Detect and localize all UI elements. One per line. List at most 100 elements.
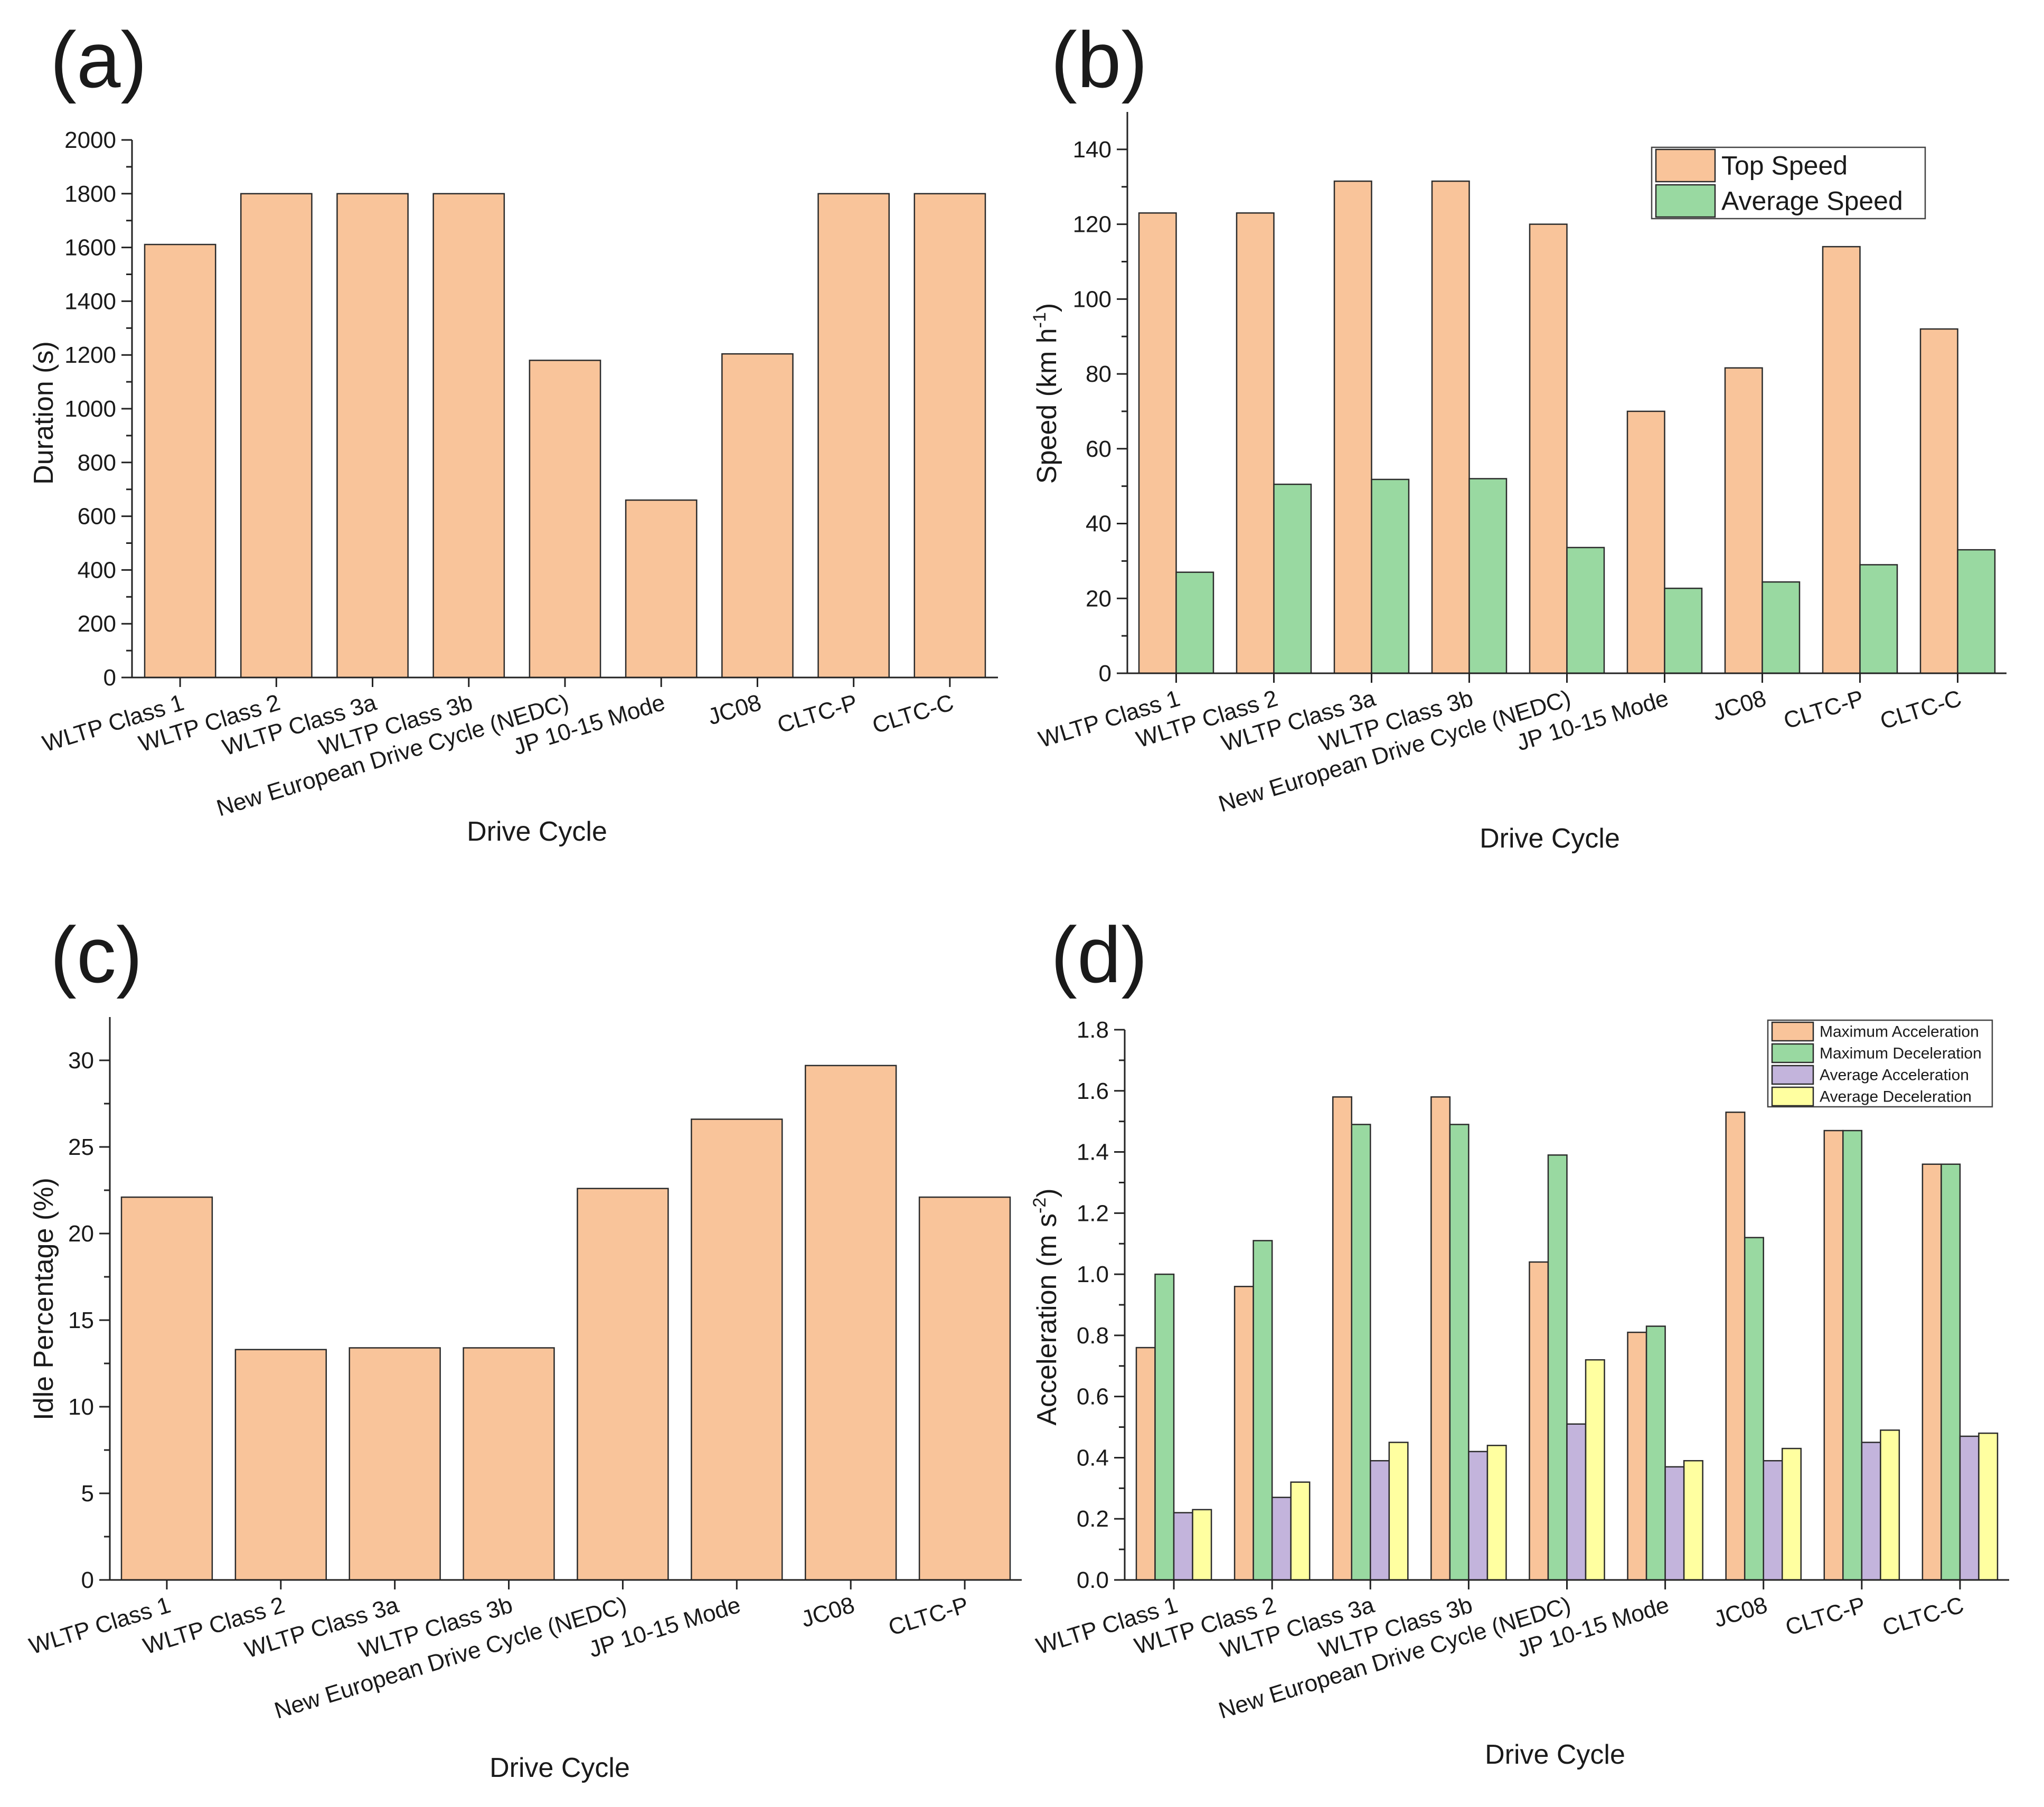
panel-c-bar-idle-percentage-wltp-class-2 [234,1349,327,1581]
panel-d-y-tick-label: 1.4 [1077,1140,1109,1165]
panel-d-y-tick-label: 1.0 [1077,1262,1109,1287]
panel-b-bar-average-speed-cltc-p [1859,564,1898,674]
panel-b-bar-top-speed-jp-10-15-mode [1626,410,1665,674]
panel-b-y-tick-label: 60 [1086,436,1112,462]
panel-b-bar-average-speed-wltp-class-3b [1468,478,1508,674]
panel-b-bar-top-speed-cltc-c [1919,328,1958,674]
panel-c-bar-idle-percentage-jp-10-15-mode [691,1118,783,1581]
panel-b-bar-average-speed-jc08 [1762,581,1801,674]
panel-d-legend-label-maximum-deceleration: Maximum Deceleration [1820,1044,1982,1062]
panel-d-bar-maximum-acceleration-new-european-drive-cycle-nedc [1529,1261,1549,1581]
panel-a-y-tick-label: 200 [78,611,116,637]
panel-d-bar-maximum-deceleration-cltc-p [1842,1130,1863,1581]
panel-b-bar-average-speed-wltp-class-3a [1371,478,1410,674]
panel-c-y-tick-label: 15 [68,1307,94,1333]
panel-d-legend-label-maximum-acceleration: Maximum Acceleration [1820,1023,1979,1040]
panel-d-y-axis-title: Acceleration (m s-2) [1030,1188,1062,1425]
panel-b-bar-top-speed-wltp-class-2 [1236,212,1275,674]
panel-b-legend-label-average-speed: Average Speed [1721,186,1903,216]
panel-d-bar-average-acceleration-cltc-c [1959,1435,1980,1581]
panel-b-legend-swatch-average-speed [1655,184,1716,218]
panel-c-label: (c) [50,910,143,999]
panel-c-y-tick-label: 20 [68,1221,94,1247]
panel-a-bar-duration-cltc-c [913,193,986,679]
panel-c-bar-idle-percentage-wltp-class-1 [120,1196,213,1581]
panel-d-bar-maximum-acceleration-cltc-c [1921,1163,1942,1581]
panel-b-y-axis-title-sup: -1 [1030,312,1050,328]
panel-a-y-tick-label: 0 [103,665,116,691]
panel-d-legend: Maximum Acceleration Maximum Deceleration… [1767,1019,1993,1108]
panel-d-y-tick-label: 0.2 [1077,1506,1109,1532]
panel-a-y-tick-label: 1200 [64,342,116,368]
panel-d-y-tick-label: 1.2 [1077,1200,1109,1226]
panel-c-bar-idle-percentage-jc08 [805,1065,897,1581]
panel-b-legend: Top Speed Average Speed [1651,146,1926,220]
panel-b-x-axis-title: Drive Cycle [1480,823,1620,854]
panel-b-y-tick-label: 20 [1086,586,1112,611]
panel-d-y-tick-label: 0.0 [1077,1567,1109,1593]
panel-d-bar-maximum-deceleration-cltc-c [1941,1163,1961,1581]
panel-a-y-tick-label: 800 [78,450,116,476]
panel-d-legend-swatch-average-acceleration [1771,1065,1814,1085]
panel-d-y-axis-title-main: Acceleration (m s [1032,1213,1062,1426]
panel-c-x-axis-title: Drive Cycle [489,1753,630,1783]
panel-a-y-tick-label: 600 [78,504,116,530]
panel-d-bar-average-deceleration-wltp-class-2 [1290,1481,1311,1581]
panel-b-y-tick-label: 120 [1073,212,1112,238]
panel-b-bar-average-speed-cltc-c [1957,549,1996,674]
panel-d-bar-average-acceleration-cltc-p [1861,1442,1881,1581]
panel-d-bar-average-acceleration-wltp-class-2 [1271,1497,1292,1581]
panel-d-bar-average-acceleration-jp-10-15-mode [1664,1466,1685,1581]
panel-d-bar-maximum-acceleration-wltp-class-3a [1332,1096,1352,1581]
panel-c-y-tick-label: 10 [68,1394,94,1420]
panel-c-y-tick-label: 25 [68,1134,94,1160]
panel-d-bar-average-deceleration-cltc-c [1978,1432,1999,1581]
panel-d-y-axis-title-end: ) [1032,1188,1062,1197]
panel-d-bar-average-deceleration-jp-10-15-mode [1683,1460,1703,1581]
panel-b-bar-top-speed-wltp-class-1 [1138,212,1177,674]
panel-a-y-tick-label: 2000 [64,127,116,153]
panel-d-y-tick-label: 1.6 [1077,1078,1109,1104]
panel-b-y-axis-title-main: Speed (km h [1032,328,1062,484]
panel-b-y-tick-label: 100 [1073,286,1112,312]
panel-a-label: (a) [50,15,147,104]
panel-a-bar-duration-new-european-drive-cycle-nedc [529,360,601,679]
panel-d-bar-maximum-deceleration-wltp-class-2 [1252,1240,1273,1581]
panel-a-bar-duration-wltp-class-2 [240,193,313,679]
panel-d-x-axis-title: Drive Cycle [1485,1739,1625,1770]
panel-d-bar-maximum-deceleration-jc08 [1744,1237,1764,1581]
panel-a-bar-duration-cltc-p [817,193,890,679]
panel-d-y-tick-label: 0.8 [1077,1323,1109,1349]
panel-c-y-tick-label: 0 [81,1567,94,1593]
panel-d-bar-average-acceleration-new-european-drive-cycle-nedc [1566,1423,1587,1581]
panel-a-bar-duration-wltp-class-3b [432,193,505,679]
panel-d-y-tick-label: 0.6 [1077,1384,1109,1410]
panel-b-bar-top-speed-wltp-class-3a [1333,180,1372,674]
panel-d-bar-average-deceleration-new-european-drive-cycle-nedc [1585,1359,1605,1581]
panel-c-bar-idle-percentage-wltp-class-3b [463,1347,555,1581]
panel-d-legend-swatch-maximum-acceleration [1771,1021,1814,1042]
panel-d-bar-maximum-acceleration-wltp-class-2 [1233,1286,1254,1581]
panel-d-y-tick-label: 1.8 [1077,1017,1109,1043]
panel-d-bar-maximum-acceleration-wltp-class-3b [1430,1096,1451,1581]
panel-d-bar-maximum-deceleration-wltp-class-3b [1449,1124,1470,1581]
panel-b-bar-top-speed-cltc-p [1822,246,1861,674]
panel-d-legend-label-average-acceleration: Average Acceleration [1820,1066,1969,1084]
panel-c-y-tick-label: 30 [68,1048,94,1074]
panel-d-bar-maximum-deceleration-jp-10-15-mode [1645,1325,1666,1581]
panel-d-bar-average-deceleration-cltc-p [1880,1429,1900,1581]
panel-c-bar-idle-percentage-cltc-p [918,1196,1011,1581]
panel-d-bar-maximum-acceleration-wltp-class-1 [1135,1347,1156,1581]
panel-d-bar-average-deceleration-jc08 [1782,1447,1802,1581]
panel-a-y-tick-label: 1000 [64,396,116,422]
panel-d-bar-maximum-acceleration-jp-10-15-mode [1627,1331,1647,1581]
panel-b-bar-top-speed-jc08 [1724,367,1763,674]
panel-d-bar-maximum-acceleration-cltc-p [1823,1130,1844,1581]
panel-a-y-tick-label: 400 [78,557,116,583]
panel-d-bar-maximum-deceleration-wltp-class-1 [1154,1273,1175,1581]
panel-d-bar-average-acceleration-wltp-class-1 [1173,1512,1193,1581]
panel-d-bar-average-deceleration-wltp-class-1 [1192,1509,1212,1581]
panel-b-legend-swatch-top-speed [1655,148,1716,183]
panel-a-y-tick-label: 1800 [64,181,116,207]
